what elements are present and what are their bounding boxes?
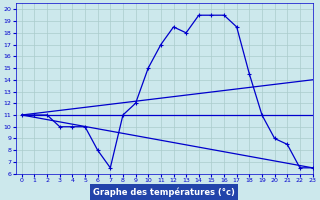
X-axis label: Graphe des températures (°c): Graphe des températures (°c) <box>93 187 235 197</box>
